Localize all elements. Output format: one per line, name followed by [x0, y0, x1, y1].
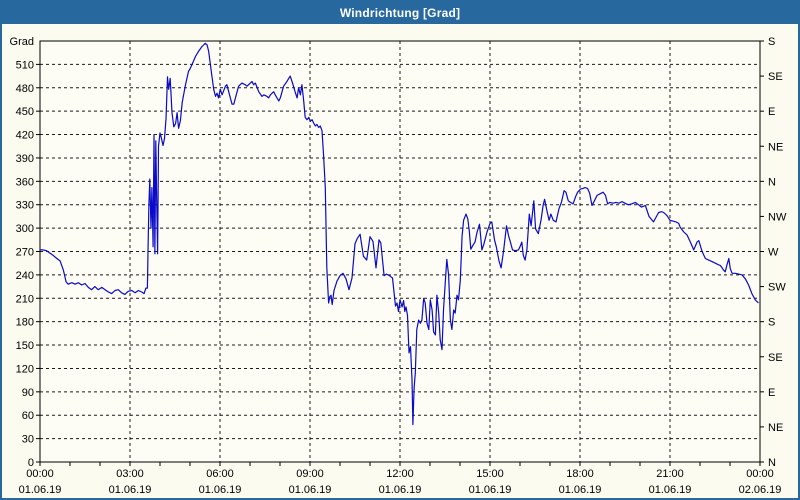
- compass-tick-label: NW: [768, 211, 787, 223]
- x-axis-time-label: 00:00: [26, 468, 54, 480]
- compass-tick-label: SE: [768, 71, 783, 83]
- wind-direction-line: [40, 42, 759, 426]
- y-axis-unit-label: Grad: [10, 36, 34, 48]
- x-axis-time-label: 03:00: [116, 468, 144, 480]
- compass-tick-label: E: [768, 387, 775, 399]
- x-axis-date-label: 01.06.19: [109, 484, 152, 496]
- compass-tick-label: E: [768, 106, 775, 118]
- y-axis-tick-label: 270: [16, 247, 34, 259]
- x-axis-time-label: 09:00: [296, 468, 324, 480]
- compass-tick-label: S: [768, 36, 775, 48]
- wind-direction-chart: 0 30 60 90 120 150 180 210 240 270 300 330 360 390 420…: [10, 36, 787, 496]
- y-axis-tick-label: 360: [16, 176, 34, 188]
- x-axis-time-label: 15:00: [476, 468, 504, 480]
- y-axis-tick-label: 480: [16, 83, 34, 95]
- x-axis-time-label: 12:00: [386, 468, 414, 480]
- y-axis-tick-label: 30: [22, 434, 34, 446]
- x-axis-date-label: 01.06.19: [19, 484, 62, 496]
- y-axis-tick-label: 300: [16, 223, 34, 235]
- y-axis-tick-label: 210: [16, 293, 34, 305]
- x-axis-time-label: 00:00: [746, 468, 774, 480]
- y-axis-tick-label: 60: [22, 410, 34, 422]
- y-axis-tick-label: 180: [16, 317, 34, 329]
- x-axis-date-label: 01.06.19: [379, 484, 422, 496]
- y-axis-tick-label: 240: [16, 270, 34, 282]
- x-axis-time-label: 06:00: [206, 468, 234, 480]
- chart-host: 0 30 60 90 120 150 180 210 240 270 300 330 360 390 420…: [2, 24, 798, 498]
- y-axis-tick-label: 90: [22, 387, 34, 399]
- compass-tick-label: N: [768, 457, 776, 469]
- compass-tick-label: W: [768, 247, 779, 259]
- y-axis-tick-label: 390: [16, 153, 34, 165]
- x-axis-date-label: 01.06.19: [469, 484, 512, 496]
- x-axis-date-label: 01.06.19: [649, 484, 692, 496]
- x-axis-date-label: 02.06.19: [739, 484, 782, 496]
- y-axis-tick-label: 450: [16, 106, 34, 118]
- y-axis-tick-label: 420: [16, 130, 34, 142]
- x-axis-date-label: 01.06.19: [289, 484, 332, 496]
- x-axis-date-label: 01.06.19: [199, 484, 242, 496]
- compass-tick-label: N: [768, 176, 776, 188]
- y-axis-tick-label: 510: [16, 59, 34, 71]
- compass-tick-label: S: [768, 317, 775, 329]
- compass-tick-label: NE: [768, 141, 783, 153]
- y-axis-tick-label: 150: [16, 340, 34, 352]
- y-axis-tick-label: 330: [16, 200, 34, 212]
- x-axis-date-label: 01.06.19: [559, 484, 602, 496]
- window-title: Windrichtung [Grad]: [339, 6, 461, 20]
- x-axis-time-label: 21:00: [656, 468, 684, 480]
- window-title-bar[interactable]: Windrichtung [Grad]: [2, 2, 798, 24]
- compass-tick-label: SE: [768, 352, 783, 364]
- compass-tick-label: SW: [768, 282, 786, 294]
- compass-tick-label: NE: [768, 422, 783, 434]
- x-axis-time-label: 18:00: [566, 468, 594, 480]
- y-axis-tick-label: 120: [16, 363, 34, 375]
- y-axis-tick-label: 0: [28, 457, 34, 469]
